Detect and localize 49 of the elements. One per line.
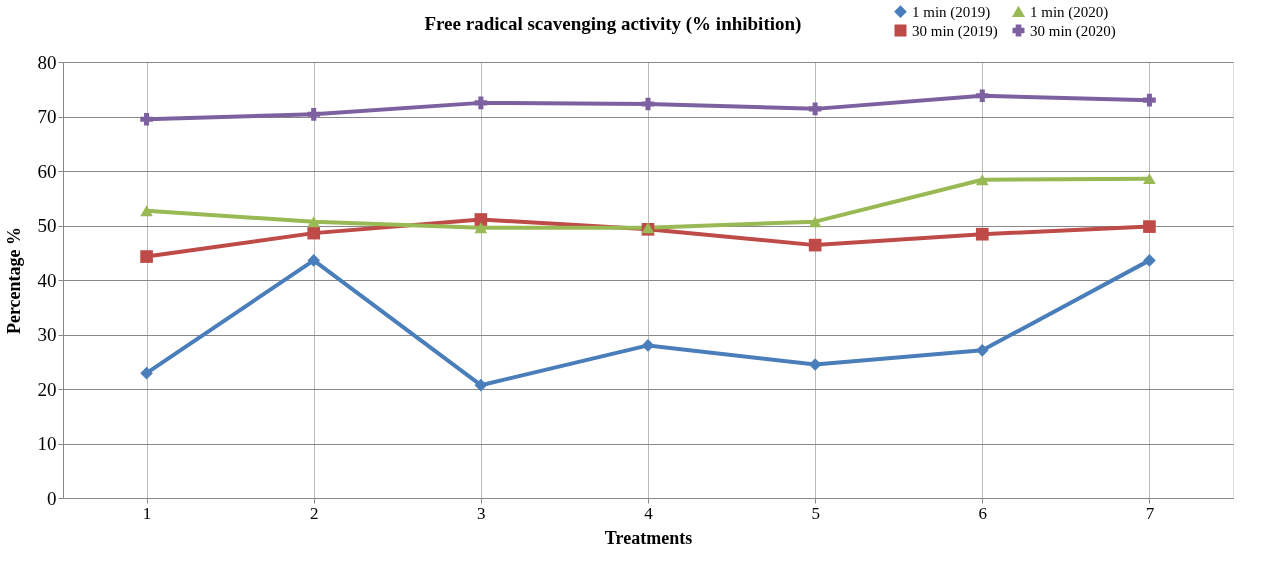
x-tick-label: 4 (644, 503, 654, 523)
y-axis-title: Percentage % (3, 226, 24, 335)
point (140, 205, 153, 217)
chart-title: Free radical scavenging activity (% inhibition) (424, 13, 802, 35)
y-tick-label: 40 (37, 269, 57, 291)
point (1143, 220, 1156, 233)
point (808, 102, 822, 116)
y-tick-label: 80 (37, 51, 57, 73)
y-tick-label: 70 (37, 106, 57, 127)
point (975, 343, 989, 357)
point (975, 174, 989, 186)
point (474, 378, 488, 392)
x-tick-label: 1 (142, 503, 152, 523)
legend-label: 1 min (2019) (912, 3, 991, 21)
x-tick-label: 6 (978, 503, 988, 523)
point (808, 216, 822, 228)
point (641, 339, 655, 352)
point (975, 227, 989, 241)
point (307, 107, 321, 121)
y-tick-label: 60 (37, 160, 57, 182)
x-tick-label: 3 (477, 503, 486, 523)
point (474, 222, 488, 234)
point (307, 254, 321, 267)
point (307, 226, 321, 240)
point (975, 89, 989, 103)
point (1143, 254, 1156, 267)
point (140, 250, 153, 263)
point (808, 358, 822, 371)
x-tick-label: 7 (1145, 503, 1155, 523)
y-tick-label: 30 (37, 324, 57, 345)
y-tick-label: 50 (37, 215, 57, 236)
point (140, 366, 153, 380)
point (1143, 173, 1156, 185)
y-tick-label: 0 (47, 487, 57, 509)
point (808, 238, 822, 252)
legend-label: 30 min (2019) (912, 22, 998, 40)
point (641, 97, 655, 111)
legend-label: 30 min (2020) (1030, 22, 1116, 40)
y-tick-label: 10 (37, 433, 57, 454)
legend-label: 1 min (2020) (1030, 3, 1109, 21)
point (474, 213, 488, 226)
point (1143, 93, 1156, 107)
point (307, 216, 321, 228)
point (474, 96, 488, 110)
x-axis-title: Treatments (604, 527, 693, 548)
x-tick-label: 5 (811, 503, 820, 523)
point (140, 112, 153, 126)
y-tick-label: 20 (37, 378, 57, 400)
x-tick-label: 2 (309, 503, 319, 523)
